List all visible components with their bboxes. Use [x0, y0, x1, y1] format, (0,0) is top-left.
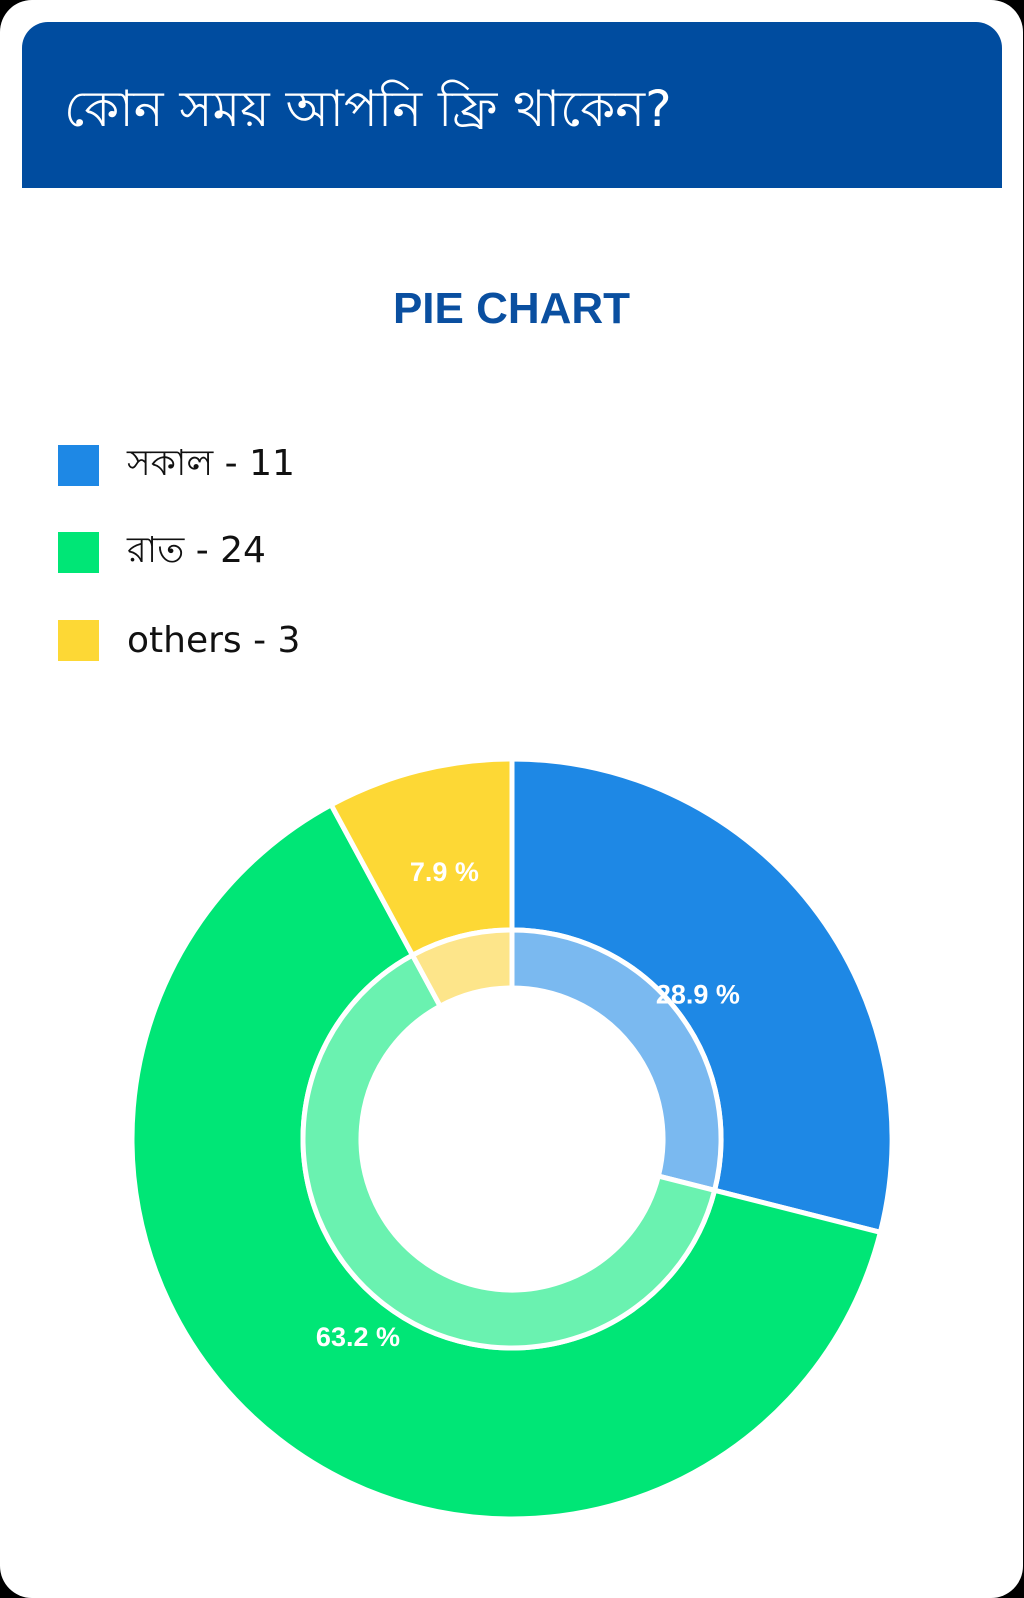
legend-label: সকাল - 11 — [127, 442, 295, 484]
inner-ring-others — [409, 927, 515, 1010]
legend-label: রাত - 24 — [127, 529, 266, 571]
legend-item-morning[interactable]: সকাল - 11 — [58, 443, 295, 486]
legend-item-night[interactable]: রাত - 24 — [58, 530, 266, 573]
slice-label-others: 7.9 % — [410, 857, 479, 887]
legend-item-others[interactable]: others - 3 — [58, 620, 300, 661]
question-title: কোন সময় আপনি ফ্রি থাকেন? — [64, 80, 672, 138]
inner-ring-night — [300, 951, 718, 1351]
slice-label-night: 63.2 % — [316, 1322, 400, 1352]
legend-label: others - 3 — [127, 620, 301, 661]
chart-title: PIE CHART — [392, 284, 631, 333]
inner-ring-morning — [509, 927, 724, 1194]
slice-label-morning: 28.9 % — [656, 979, 740, 1009]
legend-swatch — [58, 532, 99, 573]
legend-swatch — [58, 445, 99, 486]
legend-swatch — [58, 620, 99, 661]
question-header: কোন সময় আপনি ফ্রি থাকেন? — [22, 22, 1002, 188]
